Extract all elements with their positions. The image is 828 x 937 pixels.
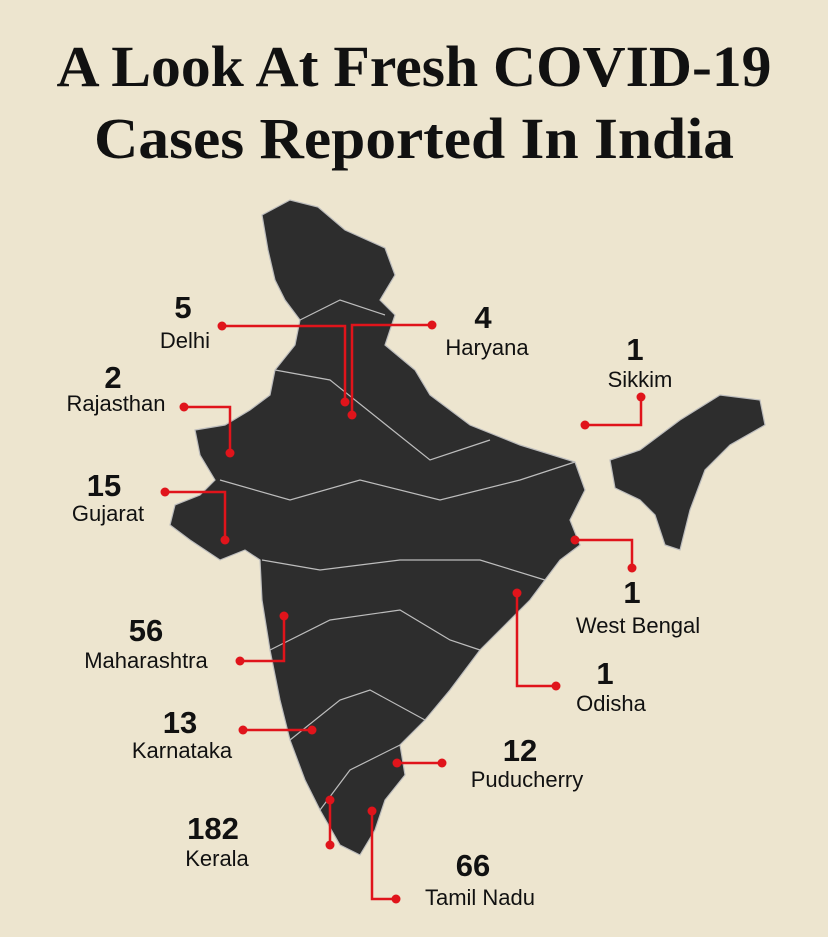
- leader-dot: [238, 725, 248, 735]
- state-name: Kerala: [185, 846, 249, 871]
- leader-dot: [160, 487, 170, 497]
- leader-dot: [235, 656, 245, 666]
- state-name: West Bengal: [576, 613, 700, 638]
- leader-dot: [551, 681, 561, 691]
- state-name: Sikkim: [608, 367, 673, 392]
- leader-line: [515, 593, 556, 688]
- case-count: 15: [87, 468, 121, 503]
- state-name: Karnataka: [132, 738, 233, 763]
- leader-dot: [392, 758, 402, 768]
- leader-dot: [627, 563, 637, 573]
- state-border: [261, 559, 546, 581]
- leader-dot: [367, 806, 377, 816]
- case-count: 5: [174, 290, 191, 325]
- state-border: [219, 461, 576, 501]
- state-name: Tamil Nadu: [425, 885, 535, 910]
- case-count: 1: [626, 332, 643, 367]
- state-name: Haryana: [445, 335, 529, 360]
- state-name: Delhi: [160, 328, 210, 353]
- northeast: [609, 394, 766, 551]
- leader-line: [240, 616, 286, 663]
- leader-dot: [580, 420, 590, 430]
- leader-dot: [307, 725, 317, 735]
- case-count: 182: [187, 811, 239, 846]
- leader-line: [585, 397, 643, 427]
- state-name: Odisha: [576, 691, 646, 716]
- state-border: [274, 369, 491, 461]
- leader-dot: [512, 588, 522, 598]
- state-name: Gujarat: [72, 501, 144, 526]
- state-border: [289, 689, 426, 741]
- leader-dot: [391, 894, 401, 904]
- title-line: A Look At Fresh COVID-19: [57, 34, 772, 99]
- leader-dot: [347, 410, 357, 420]
- leader-dot: [570, 535, 580, 545]
- state-name: Puducherry: [471, 767, 584, 792]
- leader-dot: [437, 758, 447, 768]
- leader-line: [165, 490, 227, 540]
- leader-dot: [179, 402, 189, 412]
- case-count: 4: [474, 300, 492, 335]
- leader-dot: [427, 320, 437, 330]
- state-border: [299, 299, 386, 321]
- case-count: 2: [104, 360, 121, 395]
- case-count: 56: [129, 613, 163, 648]
- india-map: [169, 199, 766, 856]
- state-name: Rajasthan: [66, 391, 165, 416]
- mainland: [169, 199, 586, 856]
- leader-dot: [225, 448, 235, 458]
- case-count: 12: [503, 733, 537, 768]
- leader-dot: [220, 535, 230, 545]
- leader-dot: [340, 397, 350, 407]
- case-count: 66: [456, 848, 490, 883]
- title-line: Cases Reported In India: [94, 106, 734, 171]
- leader-dot: [279, 611, 289, 621]
- leader-line: [575, 538, 634, 568]
- leader-dot: [636, 392, 646, 402]
- leader-line: [222, 324, 347, 402]
- state-name: Maharashtra: [84, 648, 208, 673]
- leader-dot: [325, 795, 335, 805]
- case-count: 1: [623, 575, 640, 610]
- case-count: 1: [596, 656, 613, 691]
- leader-line: [350, 323, 432, 415]
- state-border: [269, 609, 481, 651]
- leader-dot: [217, 321, 227, 331]
- case-count: 13: [163, 705, 197, 740]
- leader-line: [370, 811, 396, 901]
- leader-dot: [325, 840, 335, 850]
- leader-line: [184, 405, 232, 453]
